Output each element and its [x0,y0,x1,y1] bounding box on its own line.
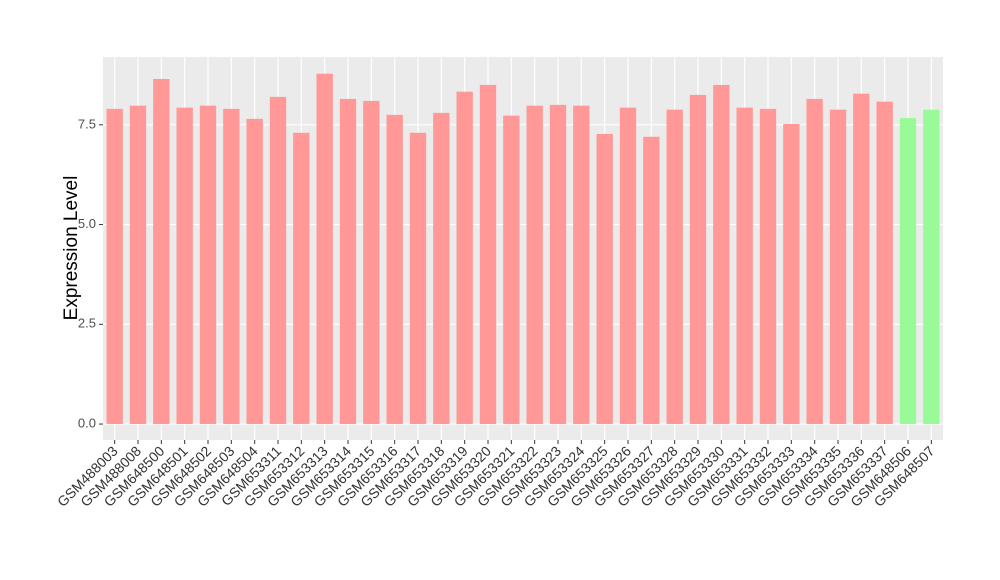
bar [246,118,263,425]
bar [433,112,450,425]
bar [153,78,170,425]
bar [106,108,123,425]
bar [549,104,567,425]
y-axis-title: Expression Level [61,176,82,321]
bar [806,98,823,425]
bar [783,124,800,425]
bar [736,107,753,425]
bar [293,132,310,425]
bar [573,105,590,425]
bar [643,136,660,425]
bar [526,105,543,425]
plot-panel [103,57,943,440]
y-tick-label: 2.5 [78,316,96,331]
bar [479,84,497,425]
bar [713,84,730,425]
bar [923,109,940,425]
bar [456,91,473,425]
bar [269,96,287,425]
bar [129,105,147,425]
bar [503,115,520,425]
bar [386,114,403,425]
bar [316,73,333,425]
bar [853,93,870,425]
bar [199,105,217,425]
bar [363,100,380,425]
bar [176,107,193,425]
bar [689,94,707,425]
bar [666,109,683,425]
bar [899,118,917,425]
y-tick-label: 7.5 [78,116,96,131]
bar [223,108,240,425]
y-tick-label: 5.0 [78,216,96,231]
bar [596,133,613,425]
y-tick-label: 0.0 [78,415,96,430]
bar [409,132,427,425]
bar [876,101,893,425]
bar [759,108,777,425]
bar [829,109,847,425]
bar [339,98,357,425]
bar [619,107,637,425]
